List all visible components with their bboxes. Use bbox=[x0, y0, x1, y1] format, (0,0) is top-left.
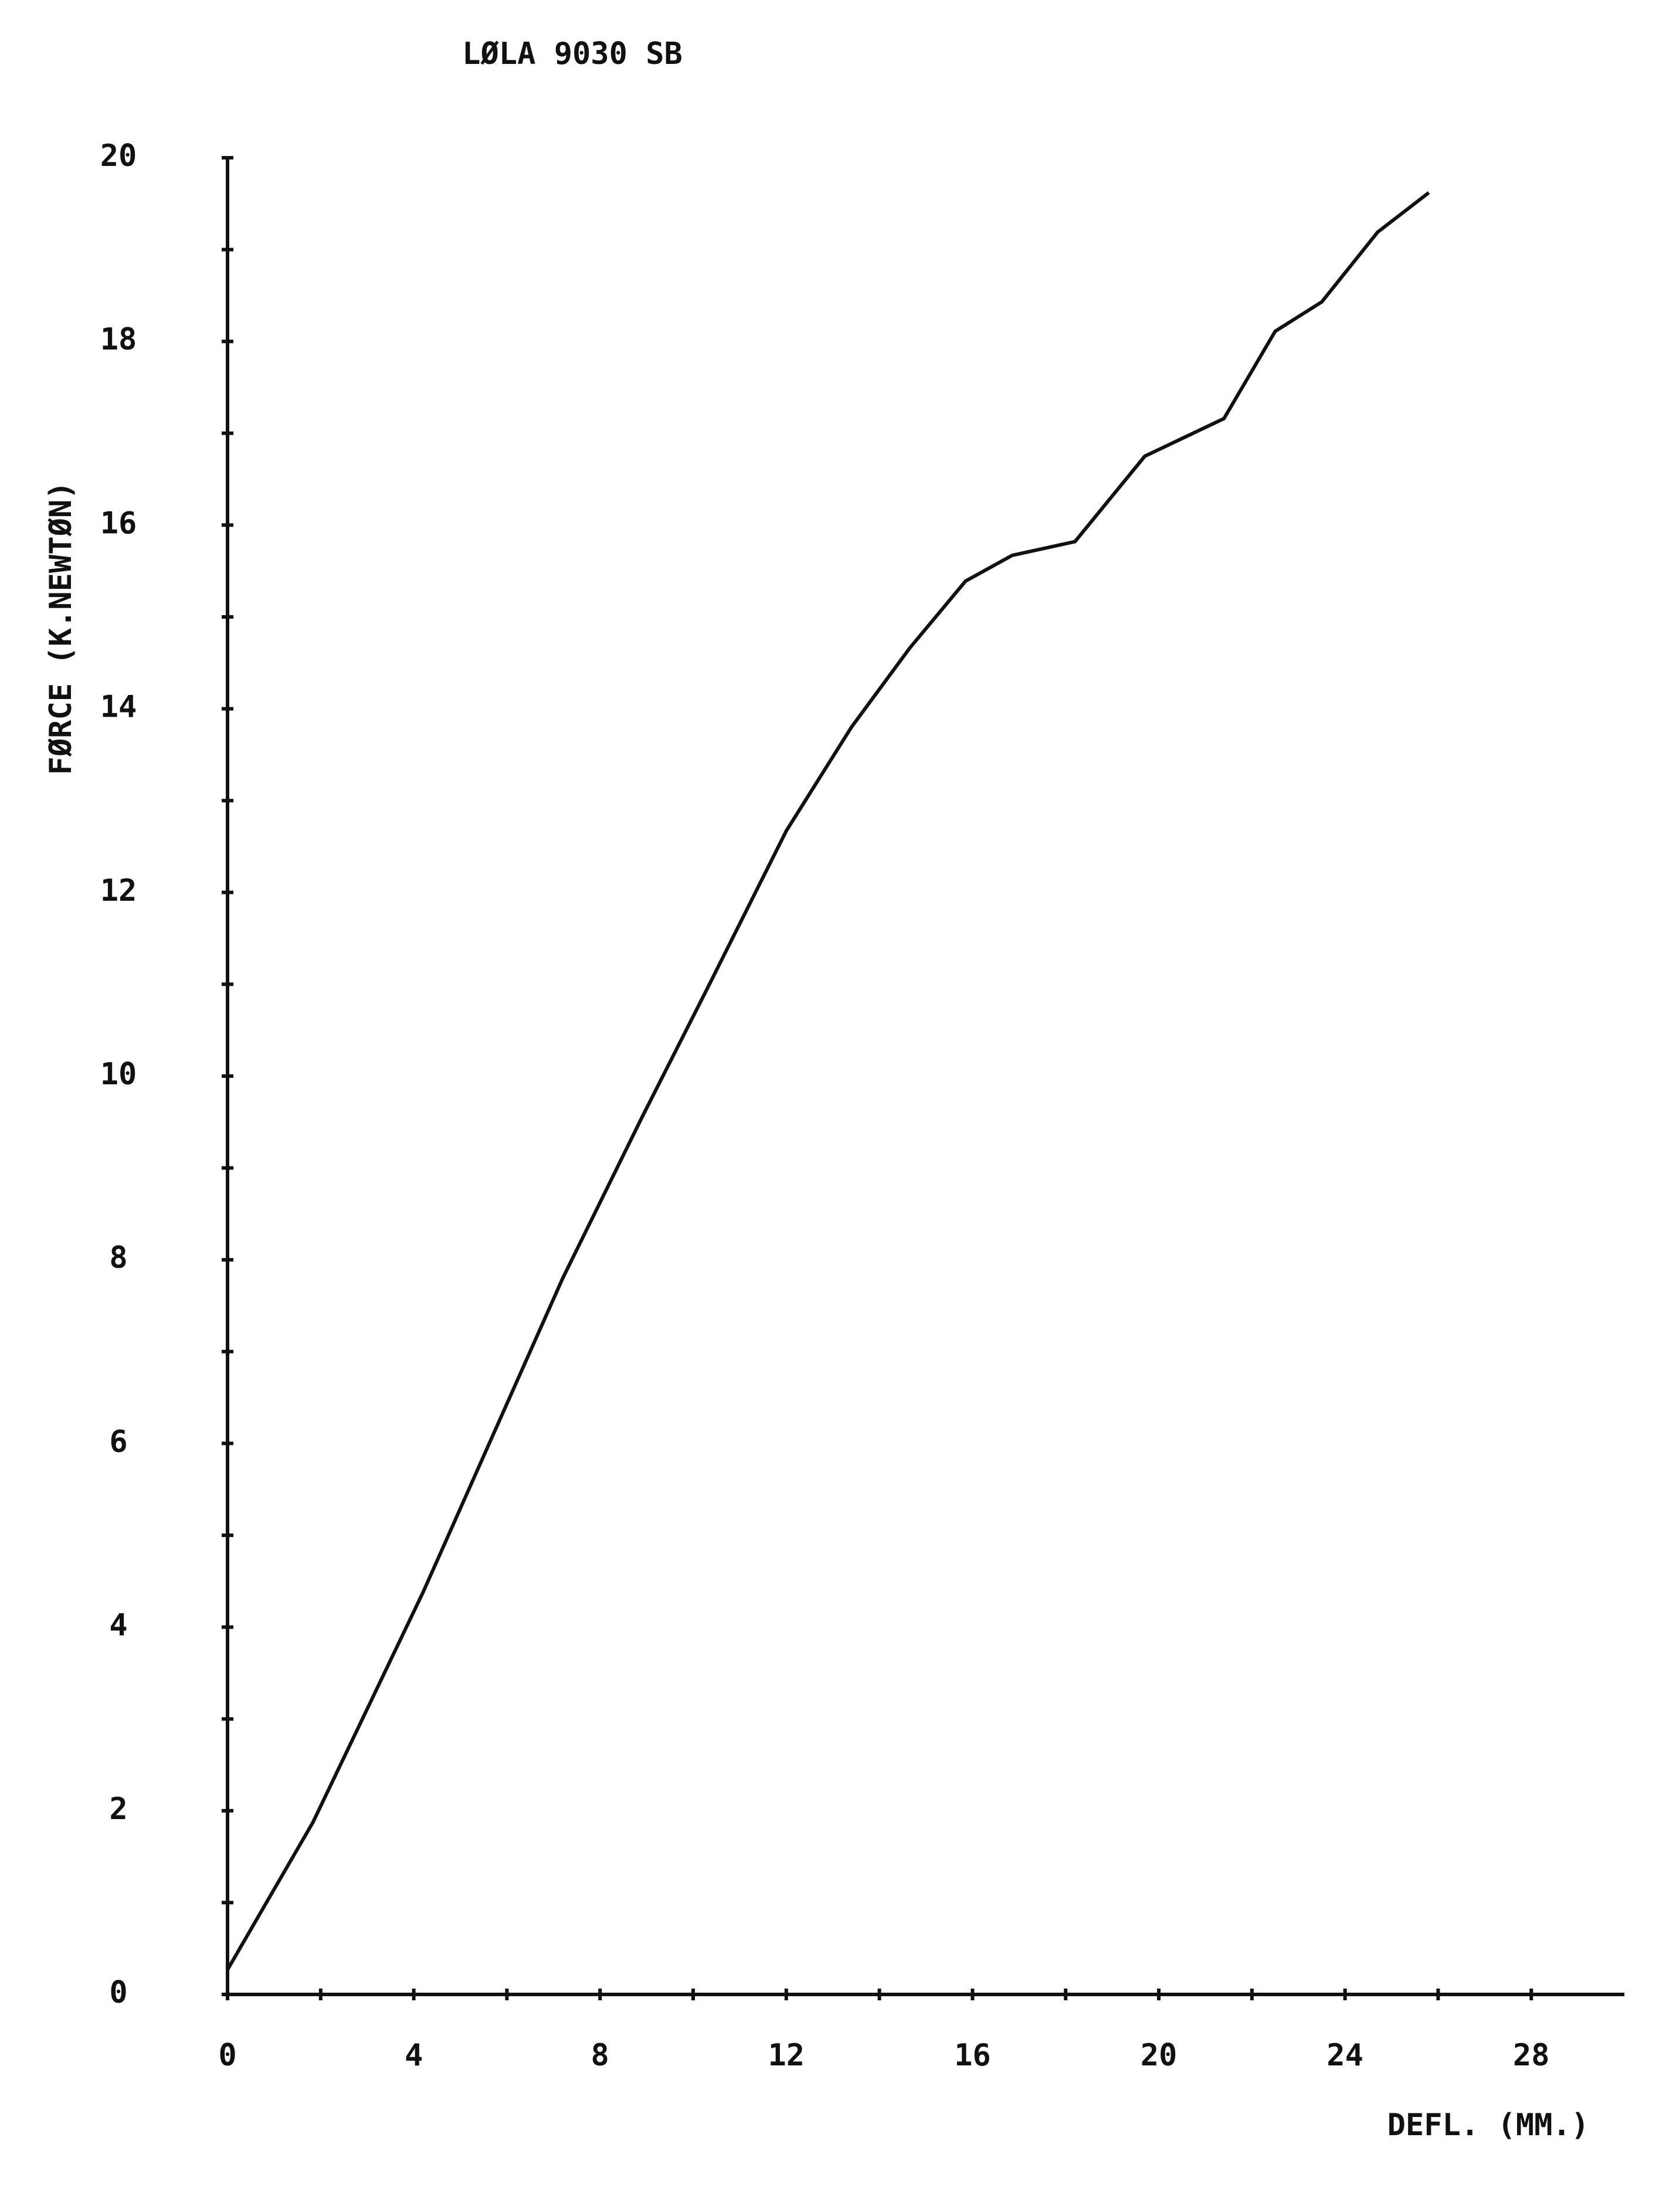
y-tick-label: 4 bbox=[109, 1608, 127, 1643]
y-tick-label: 8 bbox=[109, 1240, 127, 1275]
x-tick-label: 16 bbox=[954, 2038, 991, 2073]
x-tick-label: 20 bbox=[1141, 2038, 1178, 2073]
x-tick-label: 24 bbox=[1326, 2038, 1363, 2073]
x-tick-label: 4 bbox=[405, 2038, 423, 2073]
y-axis-title: FØRCE (K.NEWTØN) bbox=[43, 481, 79, 775]
y-tick-label: 6 bbox=[109, 1424, 127, 1459]
y-tick-label: 16 bbox=[100, 505, 137, 541]
y-tick-label: 2 bbox=[109, 1792, 127, 1827]
data-line bbox=[226, 191, 1430, 1971]
y-tick-label: 12 bbox=[100, 873, 137, 908]
y-tick-label: 20 bbox=[100, 138, 137, 174]
x-tick-label: 28 bbox=[1513, 2038, 1550, 2073]
x-tick-label: 12 bbox=[768, 2038, 805, 2073]
y-tick-label: 14 bbox=[100, 690, 137, 725]
chart-title: LØLA 9030 SB bbox=[462, 36, 683, 72]
y-tick-label: 10 bbox=[100, 1057, 137, 1092]
x-axis-title: DEFL. (MM.) bbox=[1387, 2108, 1589, 2143]
y-tick-label: 18 bbox=[100, 322, 137, 357]
x-tick-label: 0 bbox=[218, 2038, 236, 2073]
y-tick-label: 0 bbox=[109, 1975, 127, 2010]
x-tick-label: 8 bbox=[591, 2038, 609, 2073]
